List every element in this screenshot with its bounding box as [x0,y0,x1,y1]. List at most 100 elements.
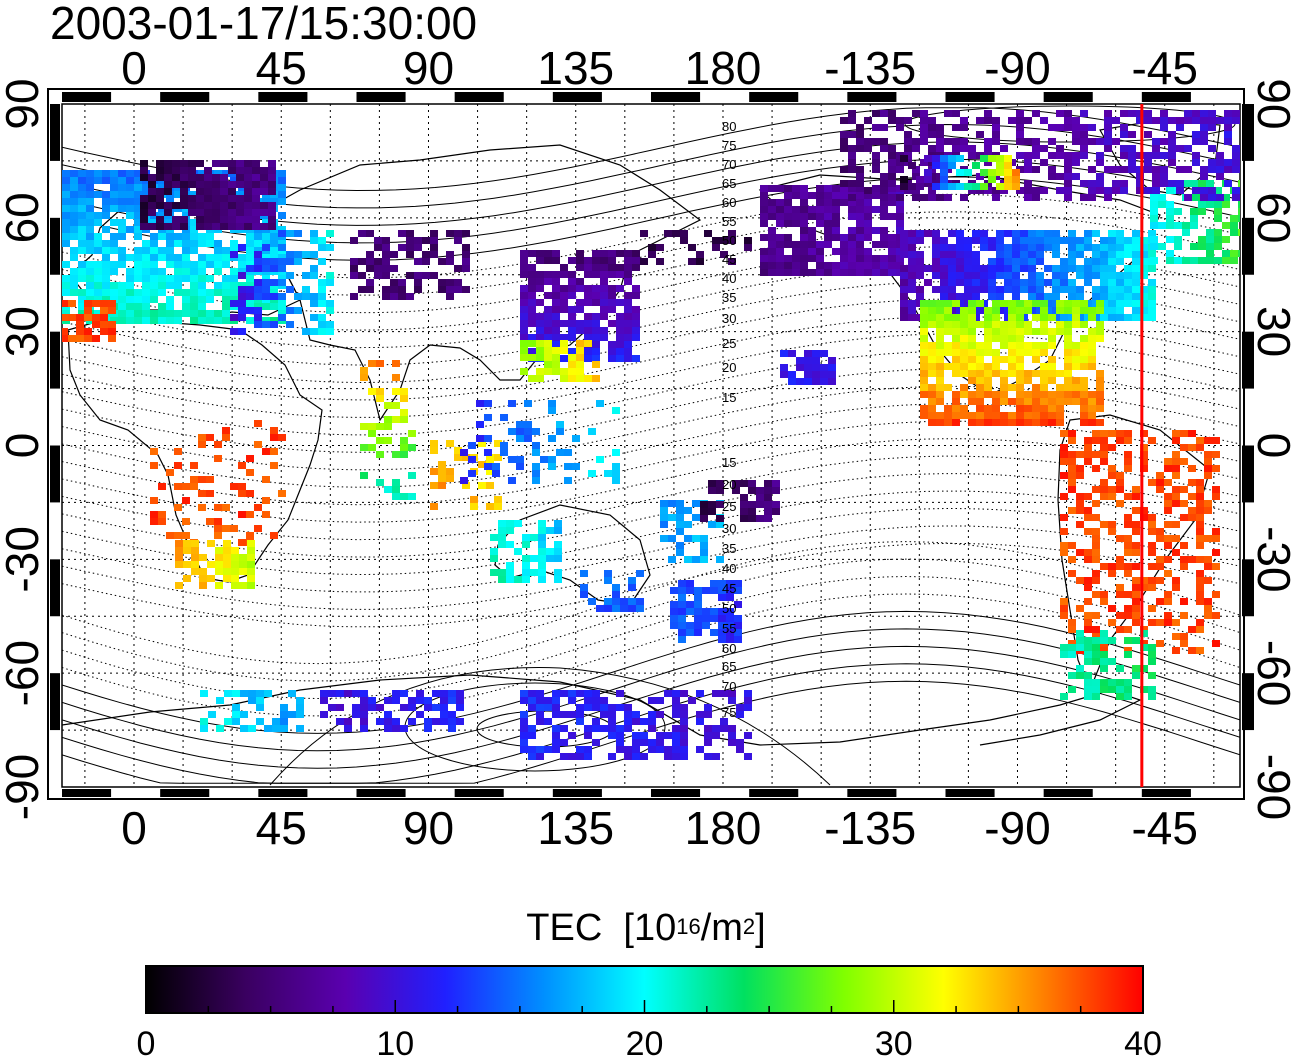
tec-data-cell [1108,528,1116,535]
tec-data-cell [1158,222,1166,229]
tec-data-cell [832,248,840,255]
tec-data-cell [110,233,118,240]
tec-data-cell [1092,293,1100,300]
tec-data-cell [864,227,872,234]
tec-data-cell [848,199,856,206]
tec-data-cell [528,299,536,306]
tec-data-cell [1238,215,1240,222]
tec-data-cell [920,117,928,124]
tec-data-cell [824,192,832,199]
tec-data-cell [1128,159,1136,166]
tec-data-cell [1216,159,1224,166]
tec-data-cell [78,233,86,240]
tec-data-cell [780,371,788,378]
tec-data-cell [368,697,376,704]
tec-data-cell [624,327,632,334]
tec-data-cell [584,746,592,753]
tec-data-cell [584,340,592,347]
tec-data-cell [406,251,414,258]
tec-data-cell [1000,384,1008,391]
tec-data-cell [1084,672,1092,679]
tec-data-cell [430,503,438,510]
tec-data-cell [376,360,384,367]
map-border-scale [50,92,1254,797]
tec-data-cell [62,310,70,317]
tec-data-cell [648,746,656,753]
tec-data-cell [996,286,1004,293]
tec-data-cell [1176,117,1184,124]
tec-data-cell [616,285,624,292]
tec-data-cell [318,258,326,265]
tec-data-cell [1164,535,1172,542]
tec-data-cell [1080,194,1088,201]
tec-data-cell [560,320,568,327]
tec-data-cell [1108,286,1116,293]
tec-data-cell [1056,152,1064,159]
tec-data-cell [608,753,616,760]
tec-data-cell [1076,237,1084,244]
tec-data-cell [1084,644,1092,651]
tec-data-cell [180,216,188,223]
tec-data-cell [664,753,672,760]
tec-data-cell [1206,201,1214,208]
tec-data-cell [972,251,980,258]
tec-data-cell [1076,672,1084,679]
tec-data-cell [222,525,230,532]
tec-data-cell [1072,314,1080,321]
tec-data-cell [1172,458,1180,465]
tec-data-cell [1132,258,1140,265]
tec-data-cell [980,183,988,190]
tec-data-cell [1182,229,1190,236]
tec-data-cell [118,233,126,240]
tec-data-cell [206,490,214,497]
tec-data-cell [776,185,784,192]
tec-data-cell [1124,293,1132,300]
tec-data-cell [796,378,804,385]
tec-data-cell [108,335,116,342]
tec-data-cell [1040,391,1048,398]
tec-data-cell [984,138,992,145]
dip-contour-label: 30 [722,311,736,326]
tec-data-cell [608,704,616,711]
tec-data-cell [968,152,976,159]
colorbar-tick-label: 0 [137,1025,156,1057]
tec-data-cell [118,310,126,317]
tec-data-cell [1088,342,1096,349]
tec-data-cell [78,310,86,317]
tec-data-cell [632,718,640,725]
tec-data-cell [948,155,956,162]
tec-data-cell [1132,251,1140,258]
tec-data-cell [118,289,126,296]
tec-data-cell [440,704,448,711]
tec-data-cell [400,725,408,732]
tec-data-cell [1120,187,1128,194]
tec-data-cell [616,320,624,327]
tec-data-cell [199,568,207,575]
tec-data-cell [102,282,110,289]
tec-data-cell [454,237,462,244]
tec-data-cell [1206,229,1214,236]
tec-data-cell [460,449,468,456]
tec-data-cell [231,547,239,554]
tec-data-cell [916,265,924,272]
tec-data-cell [812,378,820,385]
tec-data-cell [1136,110,1144,117]
tec-data-cell [616,299,624,306]
tec-data-cell [1008,363,1016,370]
tec-data-cell [1238,229,1240,236]
tec-data-cell [1116,272,1124,279]
tec-data-cell [520,746,528,753]
tec-data-cell [612,463,620,470]
tec-data-cell [520,285,528,292]
tec-data-cell [268,216,276,223]
tec-data-cell [102,254,110,261]
tec-data-cell [1028,230,1036,237]
tec-data-cell [1036,258,1044,265]
tec-data-cell [1108,658,1116,665]
tec-data-cell [1072,349,1080,356]
tec-data-cell [246,282,254,289]
tec-data-cell [1188,556,1196,563]
tec-data-cell [1136,173,1144,180]
tec-data-cell [856,138,864,145]
tec-data-cell [1184,145,1192,152]
